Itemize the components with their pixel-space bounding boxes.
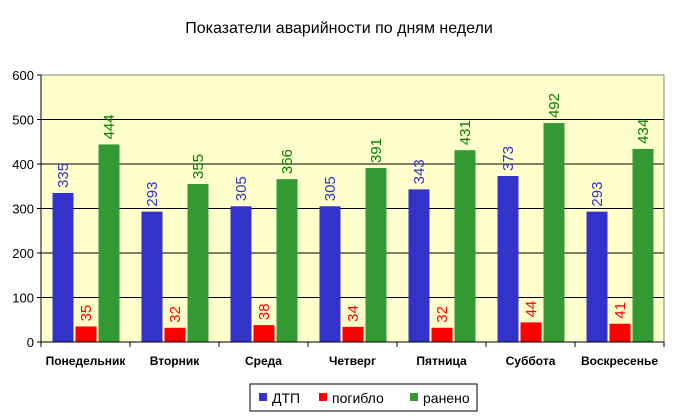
data-label: 32 <box>167 306 184 323</box>
bar-dtp <box>141 211 163 342</box>
bar-dtp <box>586 211 608 342</box>
x-tick-label: Четверг <box>329 354 376 368</box>
y-tick-label: 500 <box>12 113 34 128</box>
x-tick-label: Воскресенье <box>581 354 658 368</box>
data-labels-layer: 335 35 444 293 32 355 305 38 366 305 34 391 343 32 431… <box>55 93 652 323</box>
bar-pogiblo <box>75 326 97 342</box>
bars-layer <box>52 123 654 342</box>
data-label: 32 <box>434 306 451 323</box>
data-label: 41 <box>612 302 629 319</box>
legend-label: погибло <box>332 390 384 406</box>
legend-swatch <box>319 393 327 401</box>
y-tick-label: 600 <box>12 68 34 83</box>
x-tick-label: Суббота <box>506 354 556 368</box>
bar-dtp <box>230 206 252 342</box>
bar-dtp <box>52 192 74 342</box>
x-tick-label: Вторник <box>150 354 201 368</box>
legend-label: ранено <box>423 390 470 406</box>
data-label: 391 <box>368 138 385 163</box>
data-label: 293 <box>144 182 161 207</box>
y-tick-label: 0 <box>27 335 34 350</box>
data-label: 434 <box>635 119 652 144</box>
bar-pogiblo <box>164 327 186 342</box>
bar-dtp <box>408 189 430 342</box>
data-label: 444 <box>101 114 118 139</box>
data-label: 305 <box>233 176 250 201</box>
x-tick-label: Пятница <box>416 354 467 368</box>
bar-pogiblo <box>431 327 453 342</box>
data-label: 34 <box>345 305 362 322</box>
chart-title: Показатели аварийности по дням недели <box>185 20 493 37</box>
legend-label: ДТП <box>272 390 300 406</box>
legend-box <box>249 383 478 412</box>
bar-pogiblo <box>520 322 542 342</box>
bar-raneno <box>632 148 654 342</box>
bar-pogiblo <box>609 323 631 342</box>
legend-swatch <box>410 393 418 401</box>
bar-pogiblo <box>253 325 275 342</box>
bar-raneno <box>365 168 387 342</box>
bar-dtp <box>497 176 519 342</box>
bar-raneno <box>276 179 298 342</box>
data-label: 335 <box>55 163 72 188</box>
data-label: 492 <box>546 93 563 118</box>
legend: ДТП погибло ранено <box>249 383 478 412</box>
bar-raneno <box>543 123 565 342</box>
data-label: 343 <box>411 159 428 184</box>
y-tick-label: 100 <box>12 291 34 306</box>
y-tick-label: 400 <box>12 157 34 172</box>
x-tick-label: Понедельник <box>46 354 127 368</box>
bar-raneno <box>454 150 476 342</box>
x-tick-label: Среда <box>245 354 282 368</box>
bar-pogiblo <box>342 326 364 342</box>
y-tick-label: 300 <box>12 202 34 217</box>
axes: 0 100 200 300 400 500 600 Понедельник Вторник Сре… <box>12 68 665 368</box>
data-label: 35 <box>78 305 95 322</box>
data-label: 355 <box>190 154 207 179</box>
data-label: 431 <box>457 120 474 145</box>
data-label: 293 <box>589 182 606 207</box>
data-label: 373 <box>500 146 517 171</box>
data-label: 305 <box>322 176 339 201</box>
bar-raneno <box>187 184 209 342</box>
y-tick-label: 200 <box>12 246 34 261</box>
legend-swatch <box>259 393 267 401</box>
bar-dtp <box>319 206 341 342</box>
data-label: 44 <box>523 301 540 318</box>
bar-raneno <box>98 144 120 342</box>
data-label: 38 <box>256 303 273 320</box>
data-label: 366 <box>279 149 296 174</box>
